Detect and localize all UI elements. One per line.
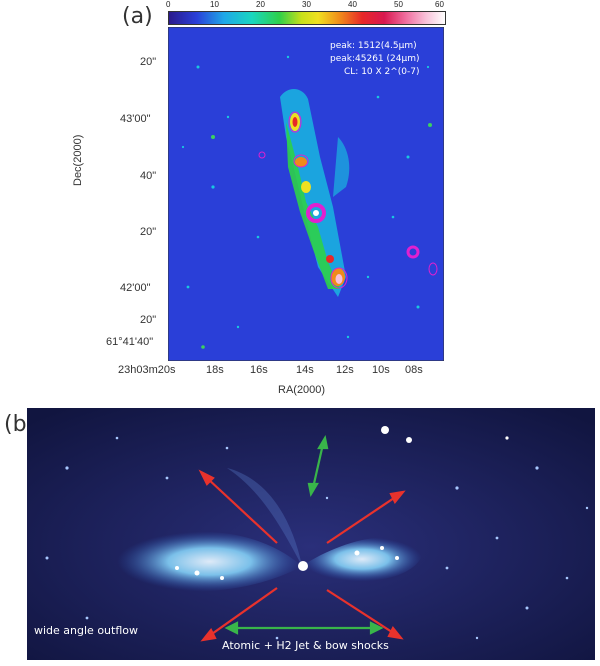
- overlay-legend: peak: 1512(4.5μm) peak:45261 (24μm) CL: …: [330, 40, 420, 79]
- colorbar: [168, 11, 446, 25]
- x-tick: 16s: [250, 364, 268, 376]
- overlay-line: peak: 1512(4.5μm): [330, 41, 417, 51]
- y-axis-label: Dec(2000): [72, 134, 84, 186]
- jet-bow-shocks-label: Atomic + H2 Jet & bow shocks: [222, 639, 389, 652]
- y-tick: 40": [140, 170, 157, 182]
- colorbar-tick: 20: [256, 0, 265, 9]
- infrared-image-b: [27, 408, 595, 660]
- x-tick: 18s: [206, 364, 224, 376]
- x-tick: 23h03m20s: [118, 364, 176, 376]
- colorbar-tick: 0: [166, 0, 171, 9]
- x-tick: 12s: [336, 364, 354, 376]
- overlay-line: CL: 10 X 2^(0-7): [344, 67, 420, 77]
- y-tick: 43'00": [120, 113, 151, 125]
- x-tick: 08s: [405, 364, 423, 376]
- colorbar-tick: 30: [302, 0, 311, 9]
- colorbar-tick: 40: [348, 0, 357, 9]
- outflow-lobes: [117, 468, 423, 592]
- y-tick: 20": [140, 314, 157, 326]
- panel-a-label: (a): [122, 4, 153, 29]
- colorbar-tick: 60: [435, 0, 444, 9]
- map-image-a: [168, 27, 444, 361]
- wide-angle-outflow-label: wide angle outflow: [34, 624, 138, 637]
- contours: [258, 111, 438, 289]
- x-axis-label: RA(2000): [278, 384, 326, 396]
- y-tick: 61°41'40": [106, 336, 154, 348]
- y-tick: 20": [140, 226, 157, 238]
- red-arrows: [198, 469, 406, 642]
- colorbar-tick: 10: [210, 0, 219, 9]
- x-tick: 14s: [296, 364, 314, 376]
- y-tick: 20": [140, 56, 157, 68]
- y-tick: 42'00": [120, 282, 151, 294]
- green-arrows: [224, 434, 384, 635]
- overlay-line: peak:45261 (24μm): [330, 54, 420, 64]
- background-stars-b: [45, 426, 589, 640]
- colorbar-tick: 50: [394, 0, 403, 9]
- background-stars: [181, 55, 430, 339]
- x-tick: 10s: [372, 364, 390, 376]
- outflow-emission: [280, 88, 350, 297]
